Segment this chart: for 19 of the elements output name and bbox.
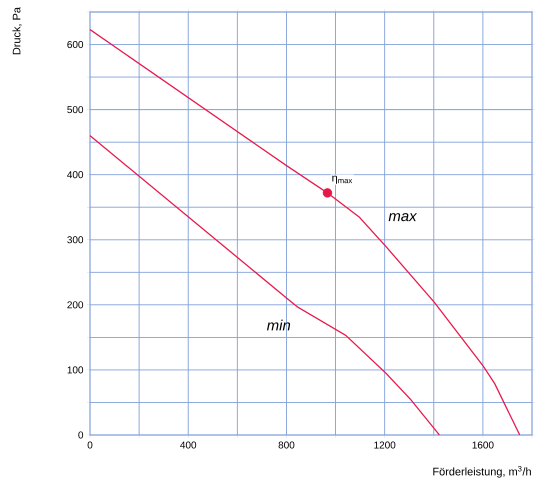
y-tick-label: 500 [67,106,84,114]
y-tick-label: 100 [68,366,84,374]
y-tick-label: 300 [67,236,84,244]
annotation: max [388,213,418,222]
line-series [89,28,520,436]
x-tick-label: 1600 [472,442,494,449]
y-tick-label: 400 [67,171,84,178]
x-tick-label: 800 [278,442,294,449]
y-tick-label: 600 [67,41,84,48]
annotation: min [266,320,290,330]
annotation: η$_{max}$ [332,176,352,184]
y-tick-label: 200 [67,301,84,308]
x-tick-label: 1200 [374,442,396,449]
y-tick-label: 0 [78,431,84,439]
line-series [89,135,440,436]
y-axis-title: Druck, Pa [12,7,22,54]
x-tick-label: 400 [180,442,196,449]
x-tick-label: 0 [88,442,92,449]
x-axis-title: Förderleistung, m$^{3}$/h [433,466,531,478]
